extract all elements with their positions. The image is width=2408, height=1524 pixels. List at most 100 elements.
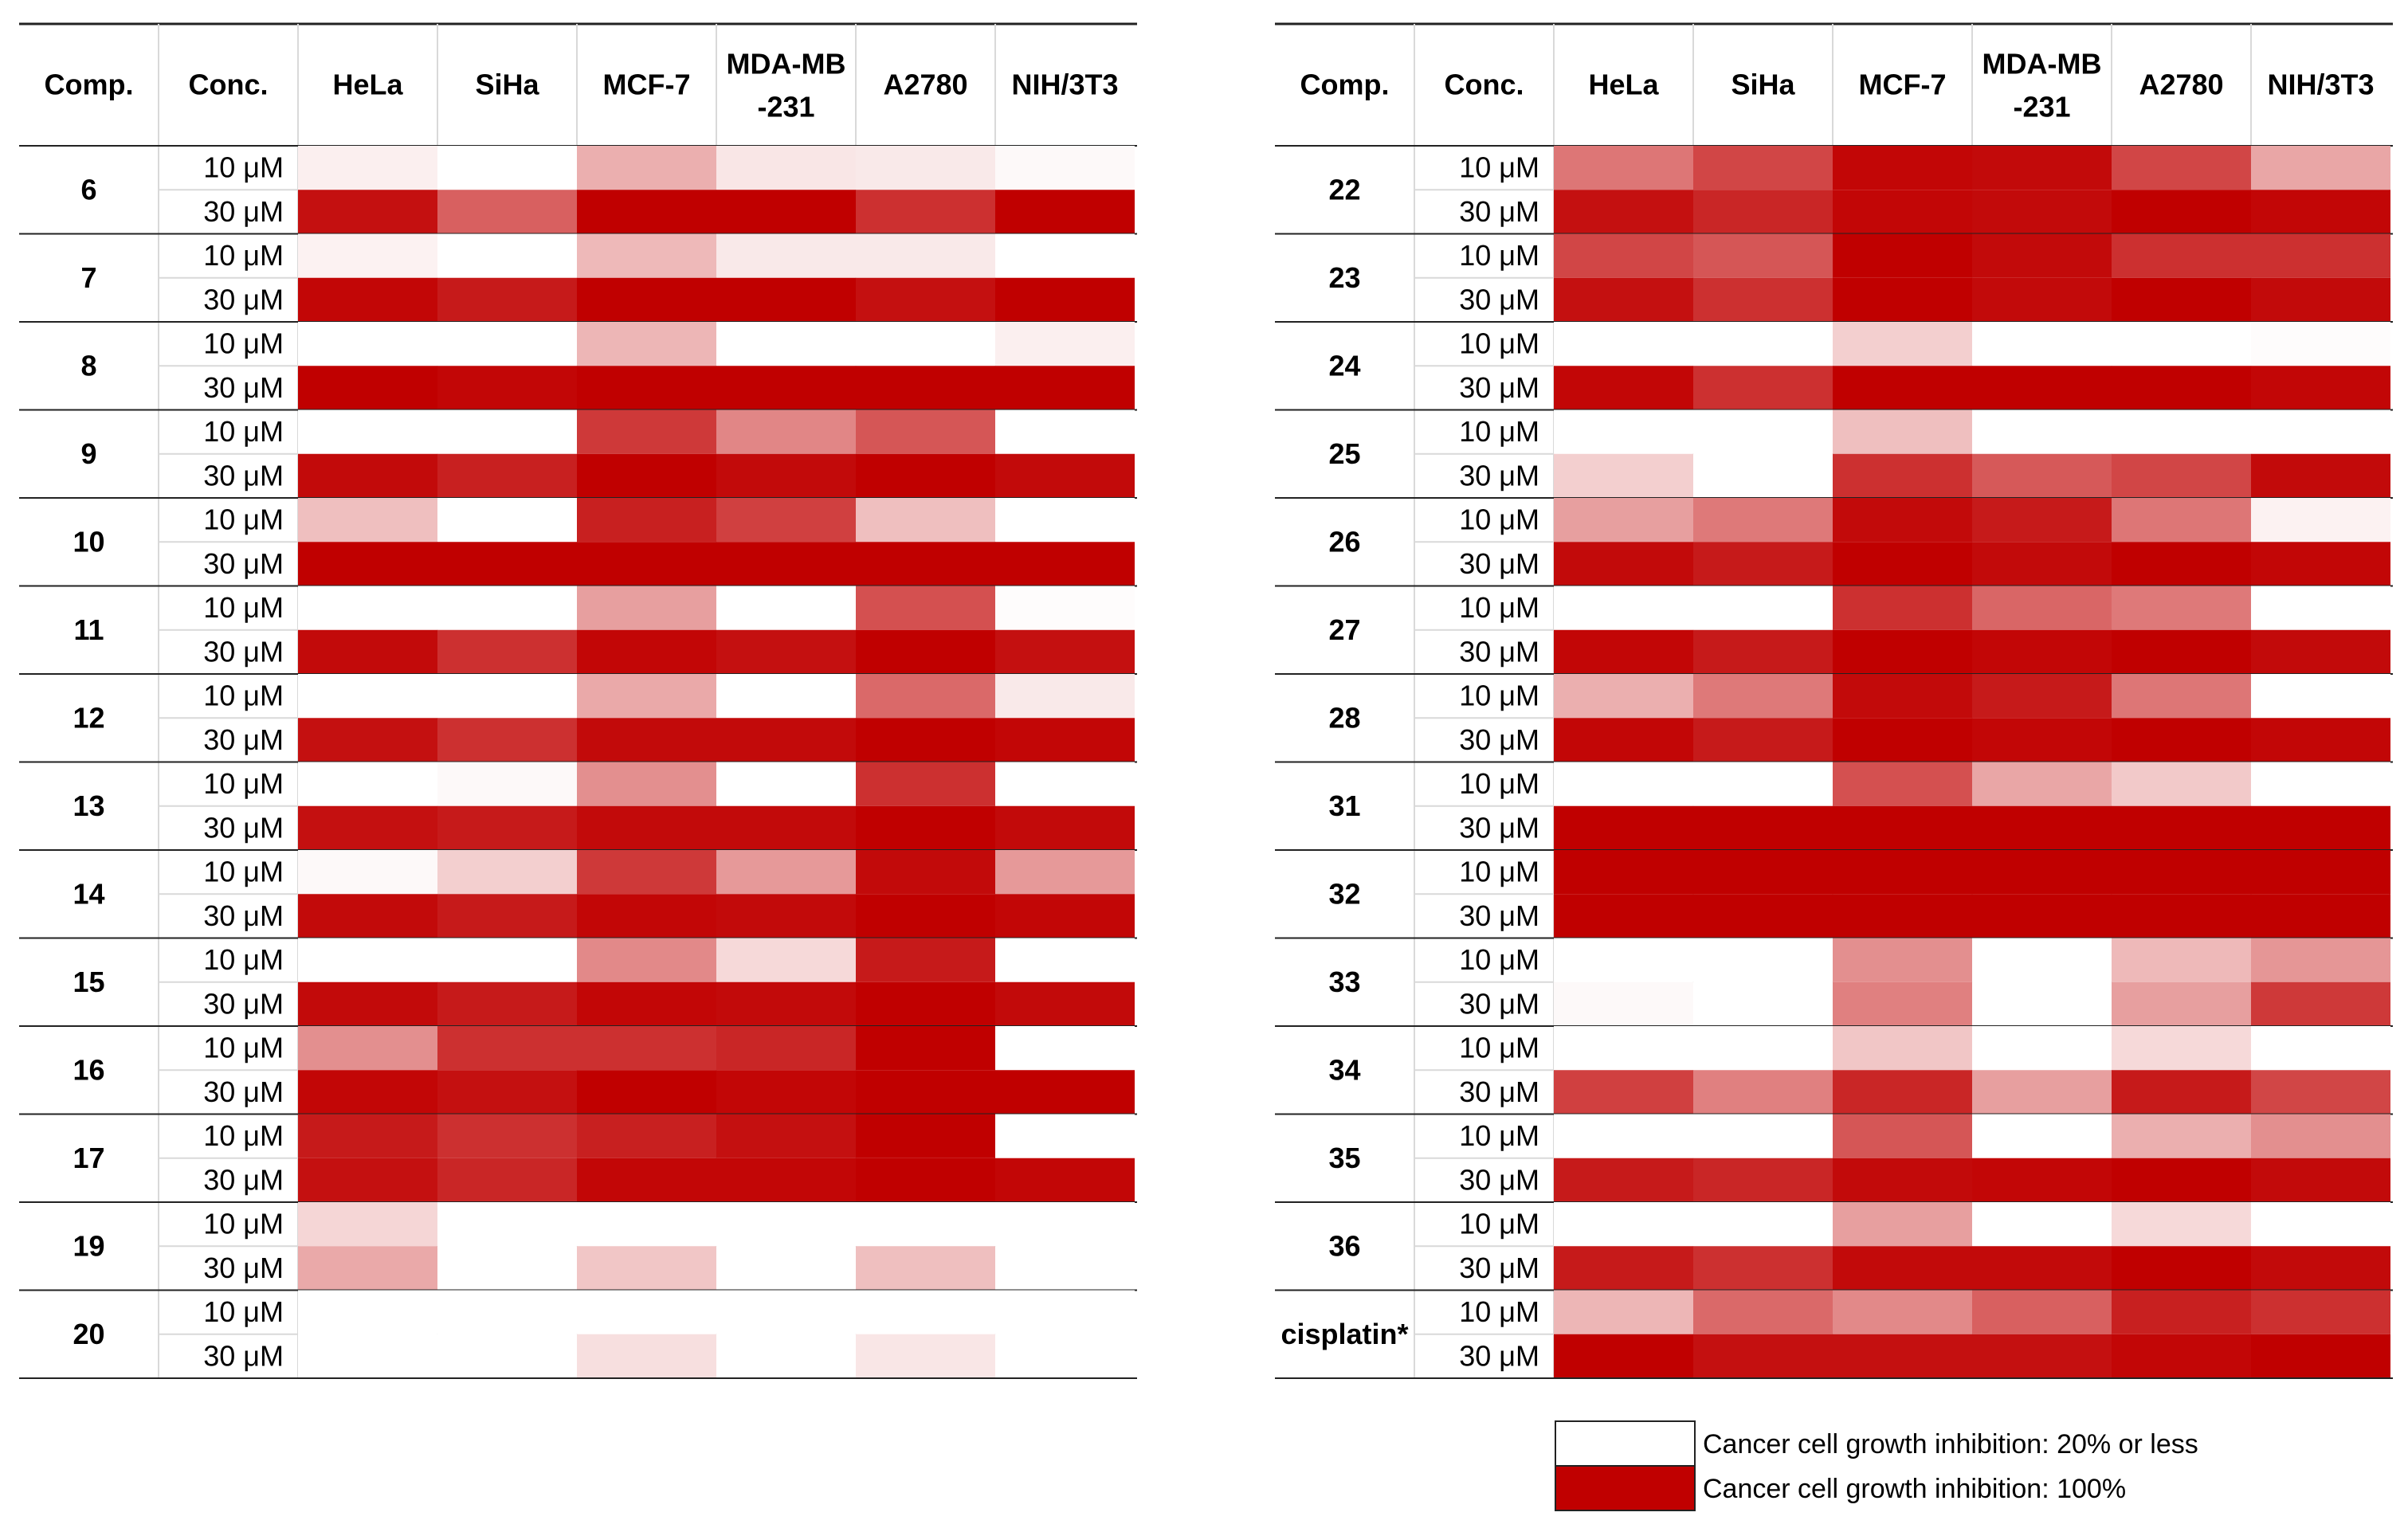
heatmap-cell	[995, 190, 1135, 234]
heatmap-cell	[2112, 322, 2251, 366]
heatmap-cell	[437, 894, 577, 938]
heatmap-cell	[437, 805, 577, 850]
heatmap-cell	[1693, 629, 1833, 674]
heatmap-cell	[1554, 1026, 1693, 1071]
heatmap-cell	[856, 1114, 995, 1158]
heatmap-cell	[1693, 805, 1833, 850]
column-header: MDA-MB -231	[727, 48, 846, 123]
heatmap-cell	[2112, 1246, 2251, 1291]
heatmap-cell	[995, 1114, 1135, 1158]
heatmap-cell	[1972, 1334, 2112, 1378]
concentration-label: 30 μM	[1459, 195, 1539, 228]
heatmap-cell	[1693, 1202, 1833, 1247]
heatmap-cell	[716, 146, 856, 190]
heatmap-cell	[2251, 981, 2390, 1026]
heatmap-cell	[856, 1290, 995, 1334]
concentration-label: 30 μM	[1459, 1339, 1539, 1372]
heatmap-cell	[856, 498, 995, 543]
heatmap-cell	[437, 366, 577, 410]
heatmap-cell	[1972, 453, 2112, 498]
concentration-label: 10 μM	[1459, 415, 1539, 448]
heatmap-cell	[1833, 1246, 1972, 1291]
compound-label: 28	[1328, 701, 1360, 734]
heatmap-cell	[1693, 762, 1833, 806]
heatmap-cell	[577, 409, 716, 454]
heatmap-cell	[2251, 233, 2390, 278]
heatmap-cell	[437, 322, 577, 366]
concentration-label: 10 μM	[203, 856, 284, 888]
heatmap-cell	[2251, 453, 2390, 498]
heatmap-cell	[577, 1246, 716, 1291]
concentration-label: 30 μM	[203, 1339, 284, 1372]
heatmap-cell	[298, 586, 437, 630]
column-header: MCF-7	[1859, 69, 1947, 101]
heatmap-cell	[995, 542, 1135, 586]
concentration-label: 10 μM	[1459, 767, 1539, 800]
heatmap-cell	[1972, 629, 2112, 674]
heatmap-cell	[995, 1202, 1135, 1247]
heatmap-cell	[577, 542, 716, 586]
concentration-label: 10 μM	[203, 767, 284, 800]
heatmap-cell	[1693, 322, 1833, 366]
heatmap-cell	[298, 277, 437, 322]
concentration-label: 10 μM	[203, 151, 284, 184]
heatmap-panel-right: Comp. Conc. HeLa SiHa MCF-7 MDA-MB -231 A2780 NI…	[1275, 22, 2393, 1379]
heatmap-cell	[2251, 277, 2390, 322]
concentration-label: 10 μM	[1459, 327, 1539, 360]
heatmap-cell	[1833, 1158, 1972, 1202]
heatmap-cell	[716, 674, 856, 719]
heatmap-cell	[995, 233, 1135, 278]
heatmap-cell	[298, 1114, 437, 1158]
heatmap-cell	[1554, 762, 1693, 806]
heatmap-cell	[2251, 718, 2390, 762]
column-header: HeLa	[332, 69, 403, 101]
compound-label: 34	[1328, 1053, 1360, 1086]
heatmap-cell	[298, 1202, 437, 1247]
heatmap-cell	[716, 981, 856, 1026]
concentration-label: 30 μM	[1459, 1075, 1539, 1108]
heatmap-cell	[1554, 1070, 1693, 1115]
heatmap-cell	[2112, 366, 2251, 410]
heatmap-cell	[437, 1158, 577, 1202]
heatmap-cell	[577, 498, 716, 543]
heatmap-cell	[716, 498, 856, 543]
heatmap-cell	[1833, 1334, 1972, 1378]
compound-label: 20	[73, 1318, 104, 1350]
heatmap-cell	[995, 1290, 1135, 1334]
compound-label: 13	[73, 789, 104, 822]
legend-label: Cancer cell growth inhibition: 100%	[1703, 1474, 2126, 1504]
heatmap-cell	[2251, 850, 2390, 895]
concentration-label: 10 μM	[1459, 943, 1539, 976]
heatmap-cell	[2251, 674, 2390, 719]
heatmap-cell	[437, 1334, 577, 1378]
heatmap-cell	[577, 938, 716, 982]
heatmap-cell	[1833, 1070, 1972, 1115]
heatmap-cell	[1833, 409, 1972, 454]
heatmap-cell	[577, 718, 716, 762]
column-header: Conc.	[1444, 69, 1524, 101]
heatmap-cell	[716, 718, 856, 762]
heatmap-cell	[577, 586, 716, 630]
heatmap-cell	[1693, 277, 1833, 322]
concentration-label: 30 μM	[1459, 459, 1539, 492]
heatmap-cell	[1693, 894, 1833, 938]
heatmap-cell	[577, 322, 716, 366]
heatmap-cell	[716, 453, 856, 498]
heatmap-cell	[2112, 190, 2251, 234]
heatmap-cell	[437, 277, 577, 322]
heatmap-cell	[2251, 1114, 2390, 1158]
column-header: MDA-MB -231	[1982, 48, 2102, 123]
heatmap-cell	[1833, 366, 1972, 410]
heatmap-cell	[995, 1158, 1135, 1202]
heatmap-cell	[437, 674, 577, 719]
heatmap-cell	[856, 146, 995, 190]
heatmap-cell	[577, 981, 716, 1026]
heatmap-cell	[437, 1026, 577, 1071]
compound-label: 31	[1328, 789, 1360, 822]
heatmap-cell	[2112, 1158, 2251, 1202]
column-header: Comp.	[45, 69, 134, 101]
heatmap-cell	[1554, 629, 1693, 674]
heatmap-cell	[856, 718, 995, 762]
heatmap-cell	[2112, 894, 2251, 938]
heatmap-cell	[1972, 498, 2112, 543]
